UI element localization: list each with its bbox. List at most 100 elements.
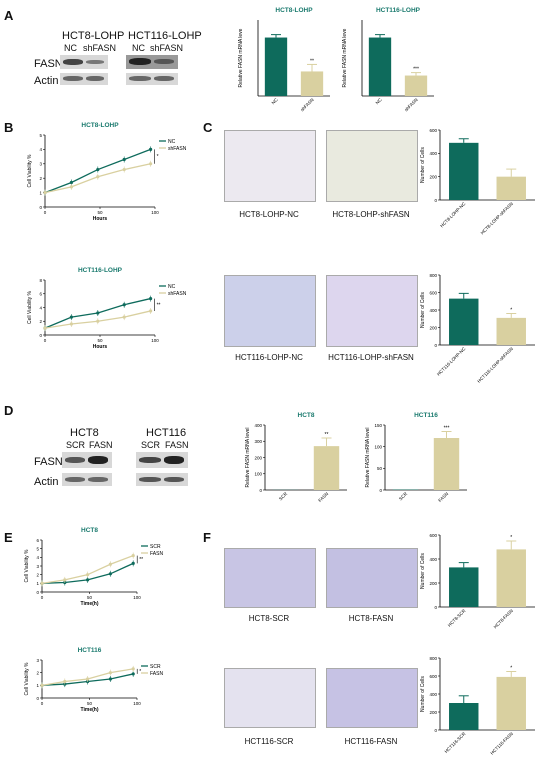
bar <box>496 176 526 200</box>
micrograph-f2 <box>326 548 418 608</box>
legend-label: FASN <box>150 551 163 557</box>
y-tick-label: 200 <box>254 455 262 460</box>
x-tick-label: 50 <box>87 701 93 706</box>
y-tick-label: 0 <box>36 696 39 701</box>
bar <box>449 703 479 730</box>
y-tick-label: 4 <box>39 147 42 152</box>
chart-title: HCT8-LOHP <box>81 122 119 129</box>
y-tick-label: 600 <box>429 674 437 679</box>
wb-row-label: FASN <box>34 456 63 468</box>
y-axis-label: Relative FASN mRNA leve <box>238 28 244 87</box>
wb-lane-label: NC <box>64 43 77 53</box>
significance-mark: * <box>157 154 159 160</box>
y-axis-label: Relative FASN mRNA level <box>365 427 371 487</box>
y-tick-label: 0 <box>379 488 382 493</box>
y-tick-label: 600 <box>429 533 437 538</box>
chart-title: HCT116-LOHP <box>376 7 421 14</box>
x-tick-label: SCR <box>278 491 289 502</box>
bar <box>449 567 479 607</box>
x-tick-label: FASN <box>317 491 329 503</box>
micrograph-c4 <box>326 275 418 347</box>
y-tick-label: 3 <box>36 564 39 569</box>
y-tick-label: 800 <box>429 273 437 278</box>
wb-lane-label: SCR <box>141 440 161 450</box>
y-tick-label: 0 <box>39 333 42 338</box>
y-tick-label: 1 <box>36 683 39 688</box>
y-tick-label: 400 <box>429 151 437 156</box>
x-tick-label: HCT116-LOHP-shFASN <box>476 346 514 384</box>
y-tick-label: 2 <box>36 670 39 675</box>
panel-letter-a: A <box>4 8 14 23</box>
significance-mark: ** <box>310 58 314 64</box>
y-tick-label: 800 <box>429 656 437 661</box>
y-axis-label: Cell Viability % <box>27 154 33 188</box>
micrograph-caption: HCT116-LOHP-NC <box>235 353 303 362</box>
y-tick-label: 2 <box>39 319 42 324</box>
x-tick-label: shFASN <box>299 97 314 112</box>
significance-mark: *** <box>444 426 450 432</box>
blot-fasn <box>136 452 188 468</box>
wb-lane-label: FASN <box>165 440 189 450</box>
y-tick-label: 0 <box>39 205 42 210</box>
x-tick-label: 50 <box>97 338 103 343</box>
y-tick-label: 100 <box>374 444 382 449</box>
wb-lane-label: SCR <box>66 440 86 450</box>
micrograph-c1 <box>224 130 316 202</box>
wb-group-label: HCT8-LOHP <box>62 30 125 42</box>
y-tick-label: 0 <box>259 488 262 493</box>
y-tick-label: 50 <box>377 466 383 471</box>
significance-mark: * <box>510 308 512 314</box>
x-tick-label: HCT116-FASN <box>489 731 514 756</box>
y-axis-label: Number of Cells <box>420 676 426 712</box>
y-tick-label: 1 <box>39 190 42 195</box>
y-tick-label: 3 <box>36 658 39 663</box>
micrograph-c3 <box>224 275 316 347</box>
x-tick-label: SCR <box>398 491 409 502</box>
x-tick-label: NC <box>271 97 280 106</box>
micrograph-f4 <box>326 668 418 728</box>
legend-label: shFASN <box>168 291 187 297</box>
y-tick-label: 0 <box>434 605 437 610</box>
y-tick-label: 5 <box>39 133 42 138</box>
x-tick-label: 0 <box>44 338 47 343</box>
micrograph-caption: HCT116-FASN <box>344 737 398 746</box>
wb-row-label: Actin <box>34 476 59 488</box>
x-tick-label: 50 <box>87 595 93 600</box>
y-tick-label: 5 <box>36 546 39 551</box>
y-tick-label: 8 <box>39 278 42 283</box>
x-tick-label: 50 <box>97 210 103 215</box>
significance-mark: ** <box>157 302 161 308</box>
y-tick-label: 6 <box>39 292 42 297</box>
bar <box>496 317 526 345</box>
y-tick-label: 1 <box>36 581 39 586</box>
x-tick-label: 100 <box>151 210 159 215</box>
y-tick-label: 0 <box>434 728 437 733</box>
chart-title: HCT116 <box>414 412 438 419</box>
significance-mark: *** <box>413 67 419 73</box>
y-axis-label: Cell Viability % <box>27 290 33 324</box>
x-tick-label: HCT8-LOHP-shFASN <box>480 201 514 235</box>
x-tick-label: 100 <box>151 338 159 343</box>
y-tick-label: 600 <box>429 128 437 133</box>
wb-group-label: HCT116 <box>146 427 187 439</box>
significance-mark: * <box>139 669 141 675</box>
y-axis-label: Number of Cells <box>420 147 426 183</box>
micrograph-caption: HCT8-SCR <box>248 614 290 623</box>
y-tick-label: 2 <box>39 176 42 181</box>
y-tick-label: 4 <box>39 305 42 310</box>
x-axis-label: Hours <box>93 344 108 350</box>
significance-mark: ** <box>139 557 143 563</box>
y-tick-label: 6 <box>36 538 39 543</box>
x-tick-label: 0 <box>44 210 47 215</box>
wb-row-label: Actin <box>34 75 59 87</box>
bar <box>300 71 324 96</box>
y-tick-label: 0 <box>36 590 39 595</box>
x-tick-label: HCT8-FASN <box>493 608 514 629</box>
significance-mark: * <box>510 535 512 541</box>
y-tick-label: 400 <box>429 692 437 697</box>
panel-letter-f: F <box>203 530 211 545</box>
panel-letter-d: D <box>4 403 14 418</box>
y-tick-label: 100 <box>254 472 262 477</box>
y-axis-label: Relative FASN mRNA level <box>245 427 251 487</box>
y-axis-label: Number of Cells <box>420 292 426 328</box>
